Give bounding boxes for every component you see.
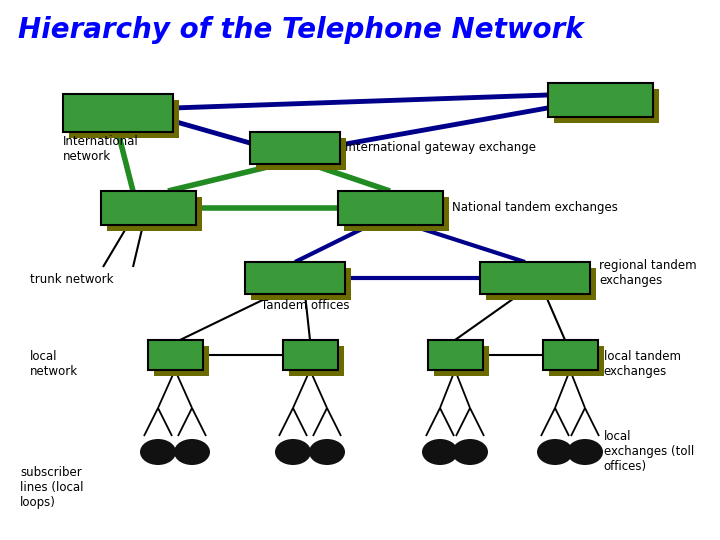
Bar [343,197,449,231]
Bar [250,132,340,164]
Bar [554,89,659,123]
Bar [251,268,351,300]
Text: National tandem exchanges: National tandem exchanges [452,201,618,214]
Bar [148,340,202,370]
Ellipse shape [422,439,458,465]
Text: International gateway exchange: International gateway exchange [345,141,536,154]
Text: subscriber
lines (local
loops): subscriber lines (local loops) [20,466,84,509]
Bar [256,138,346,170]
Bar [245,262,345,294]
Bar [486,268,596,300]
Ellipse shape [452,439,488,465]
Bar [542,340,598,370]
Bar [289,346,343,376]
Text: local
exchanges (toll
offices): local exchanges (toll offices) [603,430,694,473]
Text: local tandem
exchanges: local tandem exchanges [603,350,680,378]
Text: International
network: International network [63,135,139,163]
Text: trunk network: trunk network [30,273,114,286]
Bar [547,83,652,117]
Bar [101,191,196,225]
Bar [433,346,488,376]
Bar [428,340,482,370]
Bar [338,191,443,225]
Bar [480,262,590,294]
Ellipse shape [174,439,210,465]
Bar [153,346,209,376]
Bar [282,340,338,370]
Bar [549,346,603,376]
Ellipse shape [537,439,573,465]
Text: Tandem offices: Tandem offices [261,299,349,312]
Bar [107,197,202,231]
Text: Hierarchy of the Telephone Network: Hierarchy of the Telephone Network [18,16,584,44]
Text: regional tandem
exchanges: regional tandem exchanges [599,259,697,287]
Text: local
network: local network [30,350,78,378]
Bar [63,94,173,132]
Ellipse shape [140,439,176,465]
Ellipse shape [309,439,345,465]
Bar [69,100,179,138]
Ellipse shape [567,439,603,465]
Ellipse shape [275,439,311,465]
